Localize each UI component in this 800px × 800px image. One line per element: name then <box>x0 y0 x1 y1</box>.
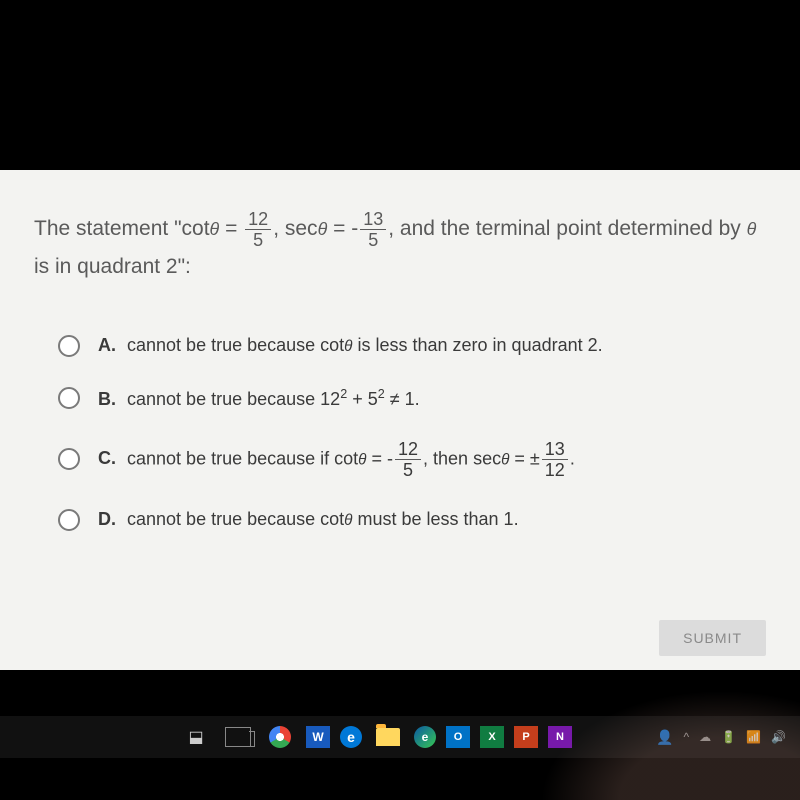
tray-battery-icon[interactable]: 🔋 <box>721 730 736 744</box>
radio-c[interactable] <box>58 448 80 470</box>
tray-volume-icon[interactable]: 🔊 <box>771 730 786 744</box>
choice-letter: D. <box>98 509 116 529</box>
excel-icon[interactable]: X <box>480 726 504 748</box>
chrome-icon[interactable] <box>264 723 296 751</box>
choice-b-text: B. cannot be true because 122 + 52 ≠ 1. <box>98 387 420 410</box>
radio-d[interactable] <box>58 509 80 531</box>
choice-c-text: C. cannot be true because if cotθ = -125… <box>98 440 575 479</box>
stem-text: The statement "cot <box>34 217 210 240</box>
show-desktop-icon[interactable]: ⬓ <box>180 723 212 751</box>
choice-letter: B. <box>98 389 116 409</box>
radio-b[interactable] <box>58 387 80 409</box>
negative-sign: - <box>351 217 358 240</box>
theta: θ <box>747 219 757 239</box>
choice-b[interactable]: B. cannot be true because 122 + 52 ≠ 1. <box>58 387 766 410</box>
theta: θ <box>210 219 220 239</box>
tray-cloud-icon[interactable]: ☁ <box>699 730 711 744</box>
word-icon[interactable]: W <box>306 726 330 748</box>
theta: θ <box>318 219 328 239</box>
fraction-12-5: 125 <box>395 440 421 479</box>
windows-taskbar[interactable]: ⬓ W e e O X P N 👤 ^ ☁ 🔋 📶 🔊 <box>0 716 800 758</box>
submit-button[interactable]: SUBMIT <box>659 620 766 656</box>
choice-a-text: A. cannot be true because cotθ is less t… <box>98 335 603 356</box>
edge-legacy-icon[interactable]: e <box>340 726 362 748</box>
choice-c[interactable]: C. cannot be true because if cotθ = -125… <box>58 440 766 479</box>
outlook-icon[interactable]: O <box>446 726 470 748</box>
quiz-panel: The statement "cotθ = 125, secθ = -135, … <box>0 170 800 670</box>
fraction-12-5: 125 <box>245 210 271 249</box>
question-stem: The statement "cotθ = 125, secθ = -135, … <box>34 210 766 285</box>
stem-text: = <box>327 217 351 240</box>
edge-icon[interactable]: e <box>414 726 436 748</box>
choice-letter: C. <box>98 448 116 468</box>
fraction-13-5: 135 <box>360 210 386 249</box>
stem-text: , sec <box>273 217 317 240</box>
people-icon[interactable]: 👤 <box>656 729 673 746</box>
tray-up-icon[interactable]: ^ <box>684 730 690 744</box>
stem-text: = <box>219 217 243 240</box>
file-explorer-icon[interactable] <box>372 723 404 751</box>
fraction-13-12: 1312 <box>542 440 568 479</box>
tray-wifi-icon[interactable]: 📶 <box>746 730 761 744</box>
powerpoint-icon[interactable]: P <box>514 726 538 748</box>
system-tray[interactable]: 👤 ^ ☁ 🔋 📶 🔊 <box>656 729 800 746</box>
radio-a[interactable] <box>58 335 80 357</box>
task-view-icon[interactable] <box>222 723 254 751</box>
submit-wrap: SUBMIT <box>659 620 766 656</box>
stem-text: , and the terminal point determined by <box>388 217 746 240</box>
choices-list: A. cannot be true because cotθ is less t… <box>58 335 766 531</box>
choice-letter: A. <box>98 335 116 355</box>
choice-d-text: D. cannot be true because cotθ must be l… <box>98 509 519 530</box>
stem-line2: is in quadrant 2": <box>34 255 191 278</box>
onenote-icon[interactable]: N <box>548 726 572 748</box>
choice-a[interactable]: A. cannot be true because cotθ is less t… <box>58 335 766 357</box>
choice-d[interactable]: D. cannot be true because cotθ must be l… <box>58 509 766 531</box>
